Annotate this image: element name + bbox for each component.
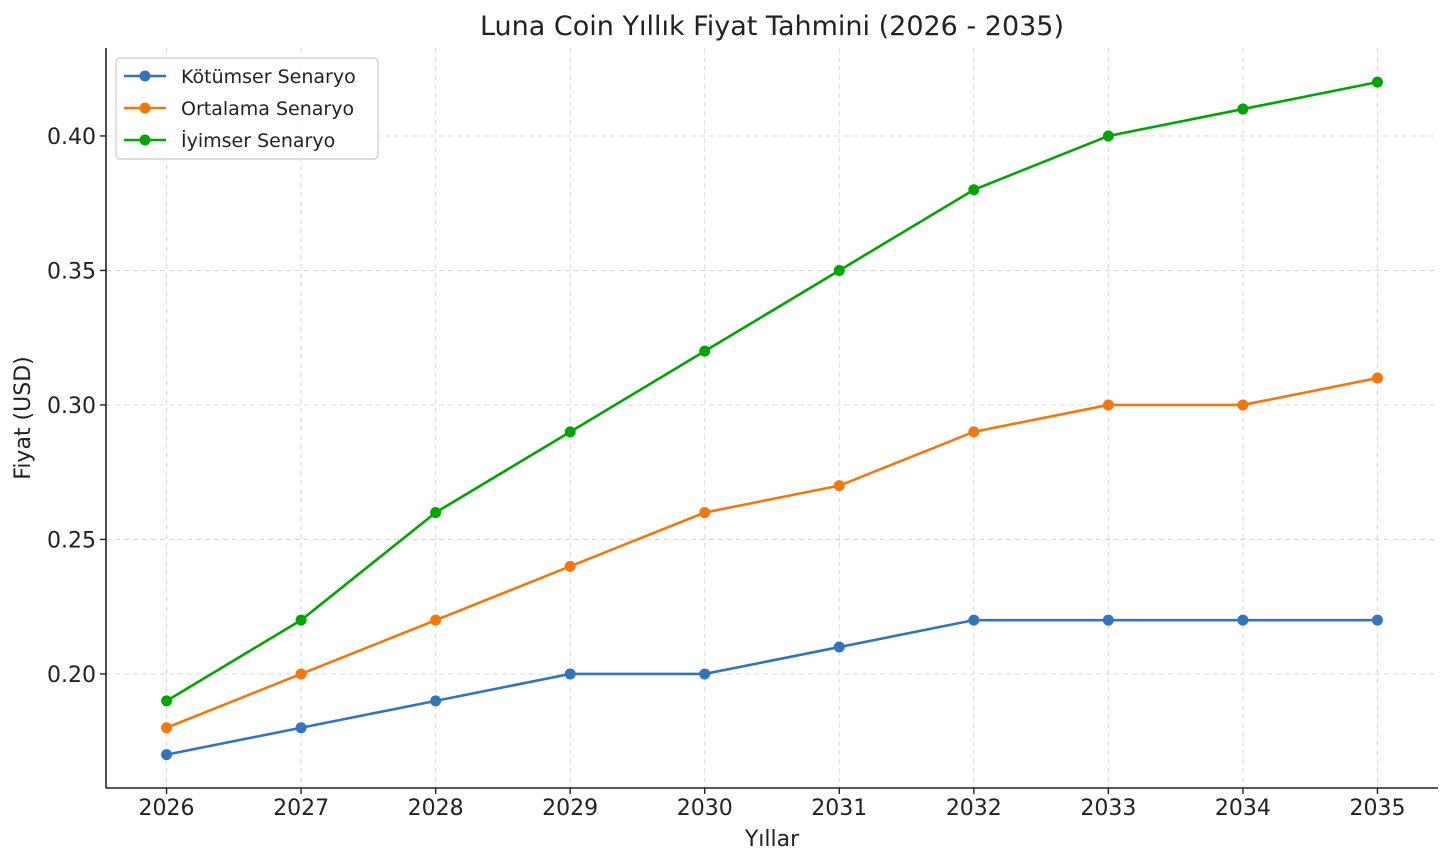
legend-label: Ortalama Senaryo — [181, 98, 354, 120]
data-point — [295, 722, 307, 734]
x-tick-label: 2033 — [1080, 796, 1136, 821]
data-point — [1237, 614, 1249, 626]
legend-box — [115, 57, 379, 160]
series-line — [165, 80, 1378, 702]
data-point — [699, 507, 711, 519]
data-point — [968, 426, 980, 438]
axes — [105, 48, 1438, 789]
x-tick-label: 2031 — [811, 796, 867, 821]
data-point — [161, 695, 173, 707]
data-point — [833, 641, 845, 653]
data-point — [161, 722, 173, 734]
data-point — [833, 264, 845, 276]
data-point — [1371, 76, 1383, 88]
chart-title: Luna Coin Yıllık Fiyat Tahmini (2026 - 2… — [480, 11, 1064, 42]
data-point — [1371, 614, 1383, 626]
x-tick-label: 2029 — [542, 796, 598, 821]
ticks: 2026 2027 2028 2029 2030 2031 2032 2033 2034 2035… — [47, 125, 1405, 821]
data-point — [430, 695, 442, 707]
data-point — [699, 345, 711, 357]
x-tick-label: 2028 — [408, 796, 464, 821]
data-point — [1237, 399, 1249, 411]
data-point — [1237, 103, 1249, 115]
data-point — [295, 668, 307, 680]
x-tick-label: 2032 — [946, 796, 1002, 821]
data-point — [968, 614, 980, 626]
data-point — [1371, 372, 1383, 384]
y-tick-label: 0.35 — [47, 259, 96, 284]
data-point — [1102, 614, 1114, 626]
y-tick-label: 0.20 — [47, 663, 96, 688]
data-point — [1102, 130, 1114, 142]
data-point — [699, 668, 711, 680]
y-tick-label: 0.30 — [47, 394, 96, 419]
legend-label: Kötümser Senaryo — [181, 66, 356, 88]
x-tick-label: 2027 — [273, 796, 329, 821]
data-point — [968, 184, 980, 196]
legend-label: İyimser Senaryo — [181, 129, 335, 152]
data-point — [295, 614, 307, 626]
data-point — [564, 668, 576, 680]
series-group — [161, 76, 1383, 761]
x-axis-label: Yıllar — [744, 827, 800, 852]
y-tick-label: 0.40 — [47, 125, 96, 150]
x-tick-label: 2026 — [139, 796, 195, 821]
data-point — [833, 480, 845, 492]
legend: Kötümser Senaryo Ortalama Senaryo İyimser … — [115, 57, 379, 160]
y-tick-label: 0.25 — [47, 528, 96, 553]
data-point — [430, 614, 442, 626]
data-point — [430, 507, 442, 519]
data-point — [564, 560, 576, 572]
x-tick-label: 2035 — [1349, 796, 1405, 821]
legend-marker — [139, 134, 151, 146]
x-tick-label: 2030 — [677, 796, 733, 821]
data-point — [564, 426, 576, 438]
series-line — [166, 376, 1378, 729]
legend-marker — [139, 70, 151, 82]
series-line — [166, 618, 1378, 756]
legend-marker — [139, 102, 151, 114]
x-tick-label: 2034 — [1215, 796, 1271, 821]
y-axis-label: Fiyat (USD) — [11, 356, 36, 479]
data-point — [1102, 399, 1114, 411]
data-point — [161, 749, 173, 761]
